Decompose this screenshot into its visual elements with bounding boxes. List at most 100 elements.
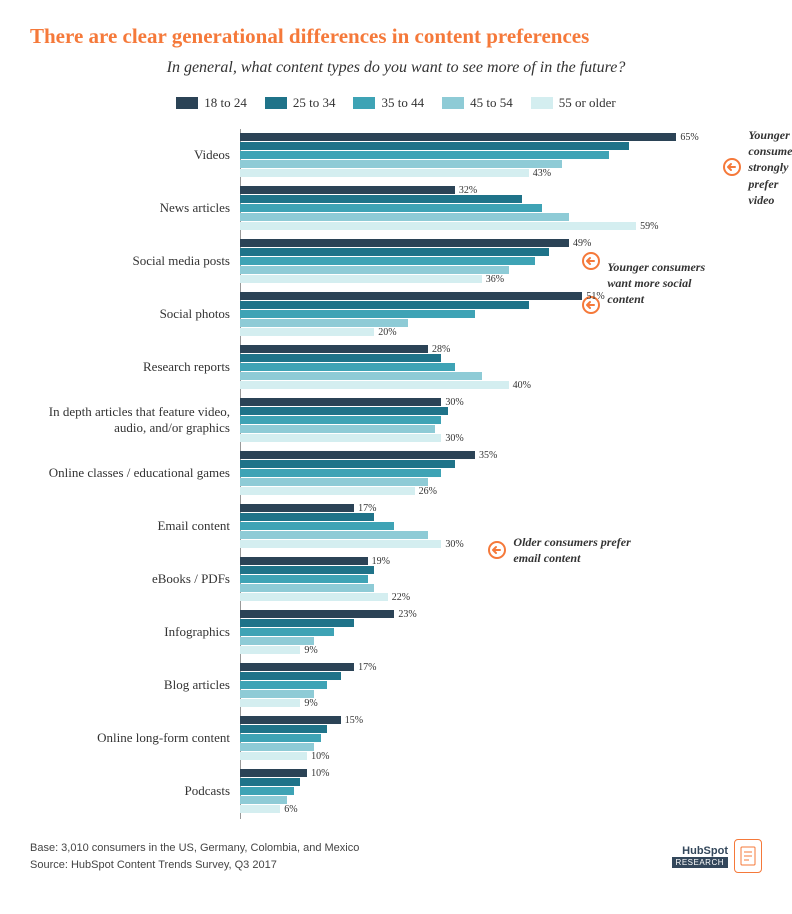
bar-value-label: 10% (311, 768, 329, 779)
bar (240, 672, 341, 680)
bar (240, 716, 341, 724)
bar-row: 10% (240, 752, 710, 760)
bar (240, 743, 314, 751)
annotation-text: Younger consumers strongly prefer video (748, 127, 792, 208)
bar (240, 796, 287, 804)
bar-value-label: 49% (573, 238, 591, 249)
bar (240, 345, 428, 353)
bar-row: 9% (240, 646, 710, 654)
bar-row (240, 407, 710, 415)
bar (240, 610, 394, 618)
bar (240, 690, 314, 698)
bar-value-label: 19% (372, 556, 390, 567)
bar-row: 9% (240, 699, 710, 707)
bar (240, 292, 582, 300)
bar (240, 469, 441, 477)
bar-row: 59% (240, 222, 710, 230)
bar-value-label: 65% (680, 132, 698, 143)
bar-row: 20% (240, 328, 710, 336)
legend-item: 55 or older (531, 95, 616, 111)
bar-value-label: 9% (304, 698, 317, 709)
bar-row (240, 796, 710, 804)
bar-row (240, 734, 710, 742)
bar (240, 557, 368, 565)
bar-group: News articles32%59% (240, 186, 710, 230)
bar (240, 151, 609, 159)
bar-value-label: 59% (640, 221, 658, 232)
bar-row: 35% (240, 451, 710, 459)
bar-row (240, 204, 710, 212)
bar (240, 425, 435, 433)
bar (240, 195, 522, 203)
bar (240, 372, 482, 380)
bar-row: 6% (240, 805, 710, 813)
bar-value-label: 28% (432, 344, 450, 355)
chart-subtitle: In general, what content types do you wa… (30, 59, 762, 77)
legend-label: 18 to 24 (204, 95, 247, 111)
bar (240, 778, 300, 786)
bar (240, 584, 374, 592)
bar-row: 51% (240, 292, 710, 300)
bar-row (240, 319, 710, 327)
bar-row (240, 787, 710, 795)
bar-row: 65% (240, 133, 710, 141)
bar (240, 213, 569, 221)
bar-group: Online classes / educational games35%26% (240, 451, 710, 495)
legend-label: 25 to 34 (293, 95, 336, 111)
category-label: Podcasts (40, 783, 240, 799)
bar-value-label: 10% (311, 751, 329, 762)
bar (240, 204, 542, 212)
bar (240, 363, 455, 371)
bar-row: 10% (240, 769, 710, 777)
bar (240, 619, 354, 627)
footer-base: Base: 3,010 consumers in the US, Germany… (30, 840, 359, 857)
bar-value-label: 17% (358, 662, 376, 673)
legend-item: 25 to 34 (265, 95, 336, 111)
bar-value-label: 20% (378, 327, 396, 338)
bar-row (240, 354, 710, 362)
bar-row: 32% (240, 186, 710, 194)
category-label: Videos (40, 147, 240, 163)
bar-group: Email content17%30% Older consumers pref… (240, 504, 710, 548)
document-icon (734, 839, 762, 873)
bar-value-label: 40% (513, 380, 531, 391)
legend-swatch (176, 97, 198, 109)
bar-row: 22% (240, 593, 710, 601)
bar-value-label: 9% (304, 645, 317, 656)
bar (240, 266, 509, 274)
bar-row (240, 160, 710, 168)
bar (240, 478, 428, 486)
bar (240, 531, 428, 539)
bar-row (240, 778, 710, 786)
bar-group: Social media posts49%36% Younger consume… (240, 239, 710, 283)
bar (240, 301, 529, 309)
category-label: eBooks / PDFs (40, 571, 240, 587)
bar-value-label: 30% (445, 397, 463, 408)
bar-row (240, 425, 710, 433)
bar-value-label: 26% (419, 486, 437, 497)
bar (240, 566, 374, 574)
bar (240, 593, 388, 601)
bar (240, 575, 368, 583)
bar (240, 725, 327, 733)
bar-group: Videos65%43% Younger consumers strongly … (240, 133, 710, 177)
legend-label: 35 to 44 (381, 95, 424, 111)
bar (240, 257, 535, 265)
bar-row (240, 478, 710, 486)
bar (240, 504, 354, 512)
bar (240, 540, 441, 548)
bar (240, 133, 676, 141)
bar-value-label: 23% (398, 609, 416, 620)
footer: Base: 3,010 consumers in the US, Germany… (30, 839, 762, 873)
bar-value-label: 35% (479, 450, 497, 461)
bar-row: 15% (240, 716, 710, 724)
bar (240, 160, 562, 168)
legend-swatch (353, 97, 375, 109)
bar (240, 381, 509, 389)
bar-row (240, 310, 710, 318)
bar-value-label: 15% (345, 715, 363, 726)
bar-group: In depth articles that feature video, au… (240, 398, 710, 442)
bar-row (240, 151, 710, 159)
bar-row (240, 672, 710, 680)
bar (240, 681, 327, 689)
